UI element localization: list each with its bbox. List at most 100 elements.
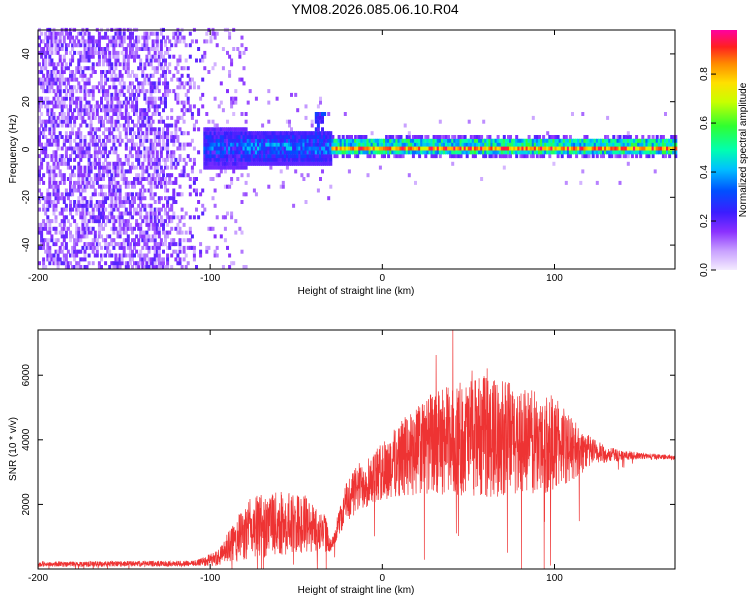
heatmap-cell (587, 142, 591, 147)
heatmap-cell (329, 135, 333, 139)
heatmap-cell (393, 138, 397, 143)
heatmap-cell (108, 249, 112, 254)
heatmap-cell (230, 58, 234, 63)
heatmap-cell (288, 131, 291, 136)
heatmap-cell (182, 66, 186, 71)
heatmap-cell (69, 135, 72, 139)
heatmap-cell (244, 154, 248, 159)
heatmap-cell (104, 104, 108, 109)
heatmap-cell (455, 150, 459, 155)
heatmap-cell (114, 261, 118, 266)
heatmap-cell (176, 58, 180, 63)
heatmap-cell (316, 112, 320, 116)
heatmap-cell (449, 146, 453, 151)
heatmap-cell (85, 207, 89, 212)
heatmap-cell (304, 115, 308, 120)
heatmap-cell (155, 47, 159, 51)
heatmap-cell (52, 31, 56, 36)
heatmap-cell (170, 173, 174, 178)
heatmap-cell (300, 138, 304, 143)
heatmap-cell (137, 115, 141, 120)
heatmap-cell (168, 89, 172, 94)
heatmap-cell (69, 180, 72, 185)
heatmap-cell (197, 47, 201, 51)
heatmap-cell (153, 226, 157, 231)
heatmap-cell (213, 188, 217, 193)
heatmap-cell (38, 96, 41, 101)
heatmap-cell (271, 146, 275, 151)
heatmap-cell (124, 261, 128, 266)
heatmap-cell (153, 184, 157, 189)
heatmap-cell (110, 104, 114, 109)
heatmap-cell (595, 138, 599, 143)
heatmap-cell (79, 184, 83, 189)
heatmap-cell (463, 150, 467, 155)
heatmap-cell (496, 142, 500, 147)
heatmap-cell (290, 135, 293, 139)
heatmap-cell (87, 89, 91, 94)
heatmap-cell (108, 58, 112, 63)
x-tick-label: 0 (380, 573, 386, 584)
heatmap-cell (141, 108, 145, 113)
heatmap-cell (73, 180, 77, 185)
heatmap-cell (223, 226, 227, 231)
heatmap-cell (71, 39, 75, 44)
heatmap-cell (95, 200, 99, 204)
heatmap-cell (85, 180, 89, 185)
heatmap-cell (104, 58, 108, 63)
heatmap-cell (331, 135, 335, 139)
heatmap-cell (606, 135, 610, 139)
heatmap-cell (38, 104, 41, 109)
heatmap-cell (128, 253, 132, 258)
heatmap-cell (149, 238, 153, 243)
heatmap-cell (81, 177, 85, 181)
heatmap-cell (197, 112, 201, 116)
heatmap-cell (568, 138, 572, 143)
heatmap-cell (321, 135, 324, 139)
heatmap-cell (126, 184, 130, 189)
heatmap-cell (207, 138, 211, 143)
heatmap-cell (575, 150, 579, 155)
heatmap-cell (71, 131, 75, 136)
heatmap-cell (215, 245, 219, 250)
heatmap-cell (153, 180, 157, 185)
heatmap-cell (583, 138, 587, 143)
heatmap-cell (172, 249, 176, 254)
heatmap-cell (321, 161, 324, 166)
heatmap-cell (236, 127, 240, 132)
heatmap-cell (306, 142, 310, 147)
heatmap-cell (159, 47, 163, 51)
heatmap-cell (213, 96, 217, 101)
heatmap-cell (162, 66, 165, 71)
heatmap-cell (376, 142, 380, 147)
heatmap-cell (168, 54, 172, 59)
heatmap-cell (234, 96, 238, 101)
heatmap-cell (93, 161, 97, 166)
heatmap-cell (192, 245, 196, 250)
heatmap-cell (211, 127, 215, 132)
heatmap-cell (87, 253, 91, 258)
heatmap-cell (591, 150, 595, 155)
heatmap-cell (507, 154, 510, 159)
heatmap-cell (162, 203, 165, 208)
heatmap-cell (308, 146, 312, 151)
heatmap-cell (116, 127, 120, 132)
heatmap-cell (240, 249, 244, 254)
heatmap-cell (213, 138, 217, 143)
heatmap-cell (507, 150, 510, 155)
heatmap-cell (118, 242, 122, 247)
heatmap-cell (141, 169, 145, 174)
heatmap-cell (79, 100, 83, 105)
heatmap-cell (114, 31, 118, 36)
heatmap-cell (368, 154, 372, 159)
heatmap-cell (397, 150, 401, 155)
heatmap-cell (52, 39, 56, 44)
heatmap-cell (104, 146, 108, 151)
heatmap-cell (635, 150, 639, 155)
heatmap-cell (440, 142, 444, 147)
heatmap-cell (118, 203, 122, 208)
heatmap-cell (612, 146, 616, 151)
heatmap-cell (50, 119, 54, 124)
heatmap-cell (56, 31, 60, 36)
